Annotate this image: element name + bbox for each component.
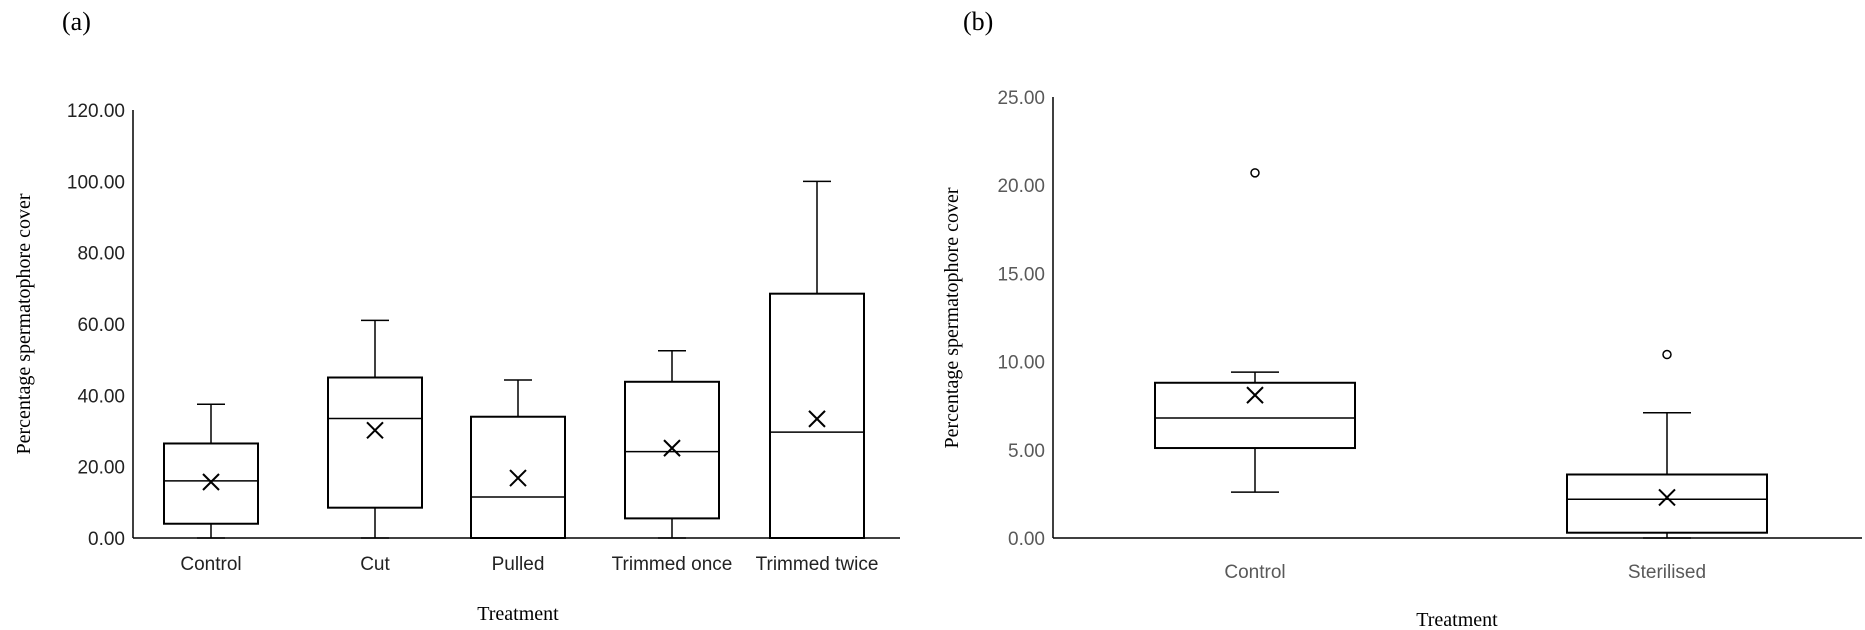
box-cut (327, 319, 423, 539)
y-tick-label: 25.00 (997, 88, 1045, 109)
y-tick-label: 60.00 (77, 315, 125, 336)
x-tick-label: Control (180, 554, 241, 575)
mean-marker (663, 439, 681, 457)
y-tick-label: 0.00 (88, 529, 125, 550)
iqr-box (769, 292, 865, 539)
panel-label-b: (b) (963, 7, 993, 36)
boxes-b (1154, 168, 1768, 539)
chart-a: (a) 0.00 20.00 40.00 60.00 80.00 100.00 120.00… (13, 7, 900, 625)
y-ticks-b: 0.00 5.00 10.00 15.00 20.00 25.00 (997, 88, 1045, 550)
iqr-box (624, 380, 720, 520)
y-tick-label: 120.00 (67, 101, 125, 122)
y-ticks-a: 0.00 20.00 40.00 60.00 80.00 100.00 120.00 (67, 101, 125, 550)
iqr-box (1566, 473, 1768, 534)
y-tick-label: 15.00 (997, 264, 1045, 285)
x-tick-label: Trimmed twice (756, 554, 879, 575)
mean-marker (509, 469, 527, 487)
outlier-point (1662, 349, 1672, 360)
box-trimmed-once (624, 350, 720, 539)
mean-marker (1246, 386, 1264, 404)
y-tick-label: 40.00 (77, 386, 125, 407)
x-tick-label: Pulled (492, 554, 545, 575)
y-axis-title-b: Percentage spermatophore cover (941, 187, 963, 448)
box-trimmed-twice (769, 180, 865, 539)
box-sterilised (1566, 349, 1768, 539)
x-tick-label: Cut (360, 554, 390, 575)
box-control (163, 403, 259, 539)
y-tick-label: 5.00 (1008, 441, 1045, 462)
iqr-box (163, 442, 259, 525)
mean-marker (1658, 488, 1676, 507)
chart-b: (b) 0.00 5.00 10.00 15.00 20.00 25.00 Control… (941, 7, 1862, 630)
x-tick-label: Sterilised (1628, 562, 1706, 583)
mean-marker (808, 410, 826, 428)
y-tick-label: 80.00 (77, 244, 125, 265)
y-tick-label: 0.00 (1008, 529, 1045, 550)
y-tick-label: 20.00 (77, 458, 125, 479)
box-pulled (470, 379, 566, 540)
outlier-point (1250, 168, 1260, 178)
mean-marker (202, 473, 220, 491)
y-tick-label: 20.00 (997, 176, 1045, 197)
iqr-box (327, 376, 423, 509)
y-tick-label: 10.00 (997, 353, 1045, 374)
x-tick-label: Control (1224, 562, 1285, 583)
iqr-box (1154, 381, 1356, 450)
y-tick-label: 100.00 (67, 172, 125, 193)
x-tick-label: Trimmed once (612, 554, 733, 575)
box-control (1154, 168, 1356, 493)
x-ticks-a: Control Cut Pulled Trimmed once Trimmed twic… (180, 554, 878, 575)
x-axis-title-a: Treatment (477, 603, 559, 625)
y-axis-title-a: Percentage spermatophore cover (13, 193, 35, 454)
panel-label-a: (a) (62, 7, 91, 36)
boxes-a (163, 180, 865, 540)
mean-marker (366, 421, 384, 439)
x-axis-title-b: Treatment (1416, 609, 1498, 630)
x-ticks-b: Control Sterilised (1224, 562, 1706, 583)
